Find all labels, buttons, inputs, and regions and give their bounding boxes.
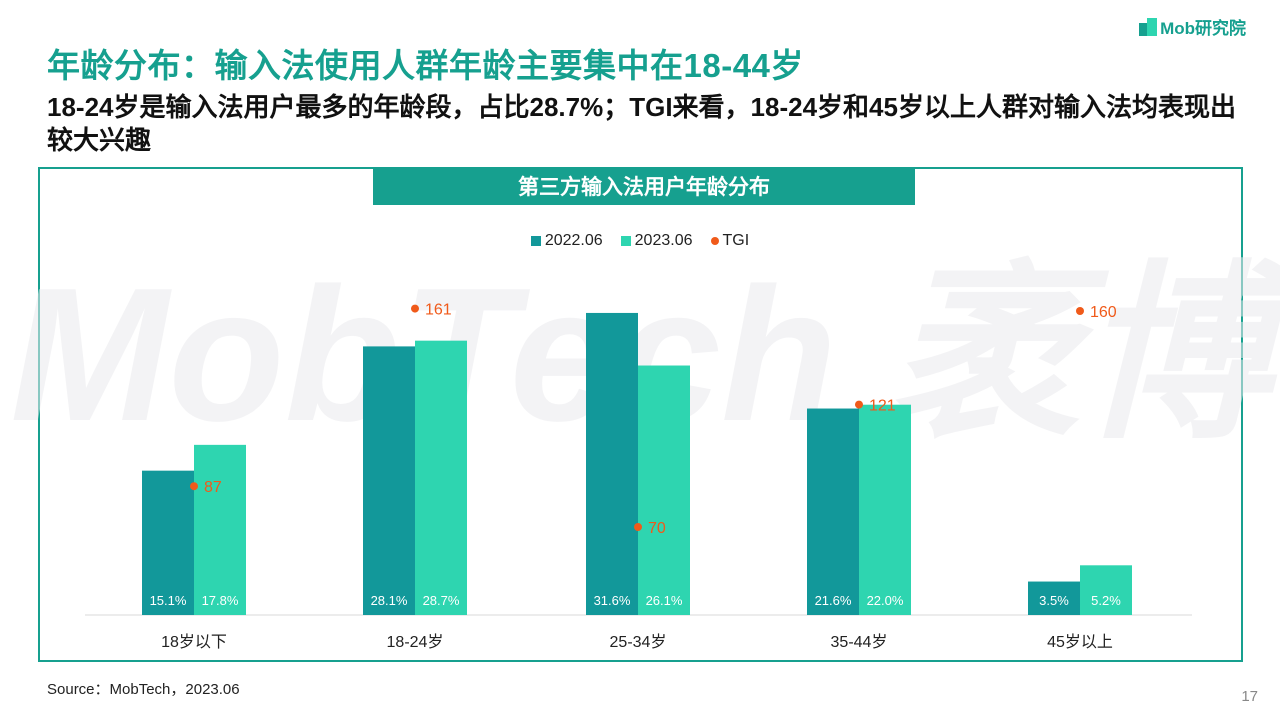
bar-2022-2 xyxy=(586,312,638,615)
tgi-label-4: 160 xyxy=(1090,304,1117,321)
tgi-label-3: 121 xyxy=(869,398,896,415)
logo-text: Mob研究院 xyxy=(1160,19,1246,38)
bar-label-2022-4: 3.5% xyxy=(1039,593,1069,608)
mob-research-logo: Mob研究院 xyxy=(1139,14,1246,39)
legend-item-2022: 2022.06 xyxy=(530,232,603,250)
bar-2023-4 xyxy=(1080,565,1132,615)
bar-label-2023-3: 22.0% xyxy=(867,593,904,608)
page-number: 17 xyxy=(1241,688,1258,705)
page-subtitle: 18-24岁是输入法用户最多的年龄段，占比28.7%；TGI来看，18-24岁和… xyxy=(47,92,1236,155)
bar-label-2023-0: 17.8% xyxy=(202,593,239,608)
bar-label-2023-2: 26.1% xyxy=(646,593,683,608)
tgi-point-3 xyxy=(855,400,863,409)
legend-item-tgi: TGI xyxy=(710,232,750,250)
bar-label-2022-0: 15.1% xyxy=(150,593,187,608)
legend-swatch-2023 xyxy=(620,236,631,246)
legend-label-2023: 2023.06 xyxy=(634,232,693,249)
bar-2022-3 xyxy=(807,408,859,615)
legend-swatch-2022 xyxy=(530,236,541,246)
bar-2022-0 xyxy=(142,470,194,615)
tgi-point-0 xyxy=(190,482,198,491)
legend-label-2022: 2022.06 xyxy=(544,232,603,249)
bar-2023-2 xyxy=(638,365,690,615)
bar-2023-3 xyxy=(859,404,911,615)
category-label-1: 18-24岁 xyxy=(387,633,444,651)
chart-title: 第三方输入法用户年龄分布 xyxy=(373,167,915,205)
legend-label-tgi: TGI xyxy=(722,232,750,249)
bar-label-2022-3: 21.6% xyxy=(815,593,852,608)
legend-dot-tgi xyxy=(710,237,719,245)
category-label-4: 45岁以上 xyxy=(1047,633,1113,651)
tgi-label-1: 161 xyxy=(425,302,452,319)
page-title: 年龄分布：输入法使用人群年龄主要集中在18-44岁 xyxy=(47,47,804,84)
tgi-label-0: 87 xyxy=(204,479,222,496)
tgi-label-2: 70 xyxy=(648,520,666,537)
bar-label-2023-4: 5.2% xyxy=(1091,593,1121,608)
logo-icon xyxy=(1139,17,1158,36)
bar-2022-1 xyxy=(363,346,415,615)
bar-label-2023-1: 28.7% xyxy=(423,593,460,608)
category-label-2: 25-34岁 xyxy=(610,633,667,651)
bar-2023-0 xyxy=(194,444,246,615)
tgi-point-1 xyxy=(411,304,419,313)
bar-2022-4 xyxy=(1028,581,1080,615)
bar-label-2022-1: 28.1% xyxy=(371,593,408,608)
bar-2023-1 xyxy=(415,340,467,615)
category-label-0: 18岁以下 xyxy=(161,633,227,651)
tgi-point-2 xyxy=(634,523,642,531)
legend-item-2023: 2023.06 xyxy=(620,232,693,250)
category-label-3: 35-44岁 xyxy=(831,633,888,651)
tgi-point-4 xyxy=(1076,307,1084,315)
chart-legend: 2022.06 2023.06 TGI xyxy=(0,232,1280,250)
bar-label-2022-2: 31.6% xyxy=(594,593,631,608)
source-note: Source：MobTech，2023.06 xyxy=(47,681,240,698)
